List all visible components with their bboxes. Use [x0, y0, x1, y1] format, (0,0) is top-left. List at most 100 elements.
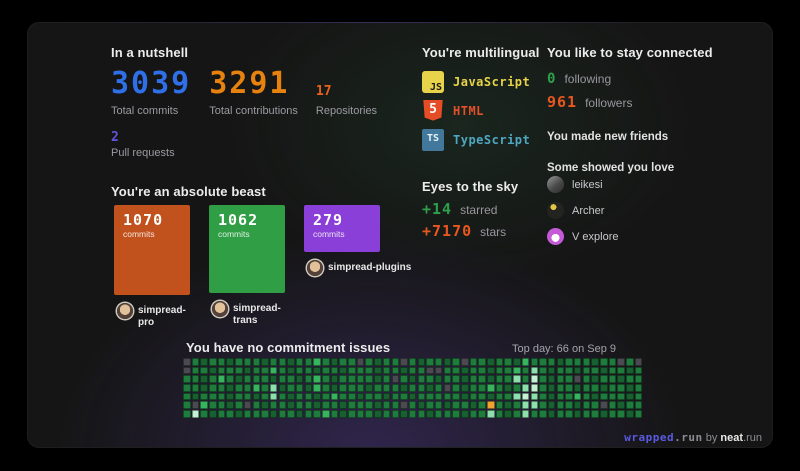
- wrapped-run-link[interactable]: wrapped: [624, 431, 675, 444]
- heatmap-cell: [226, 375, 234, 383]
- heatmap-cell: [278, 401, 287, 409]
- heatmap-cell: [565, 375, 573, 383]
- heatmap-cell: [547, 358, 556, 366]
- heatmap-top-day: Top day: 66 on Sep 9: [512, 343, 616, 355]
- heatmap-cell: [513, 392, 521, 401]
- heatmap-cell: [365, 366, 373, 375]
- repo-link-simpread-trans[interactable]: simpread-trans: [209, 301, 285, 327]
- friends-title: You made new friends: [547, 131, 669, 143]
- heatmap-cell: [591, 366, 599, 375]
- repo-bar-col: 279 commits simpread-plugins: [304, 205, 411, 276]
- heatmap-cell: [478, 410, 486, 418]
- language-row-html: 5 HTML: [422, 100, 484, 122]
- person-archer[interactable]: Archer: [547, 202, 604, 219]
- heatmap-cell: [209, 384, 217, 392]
- heatmap-cell: [547, 384, 556, 392]
- heatmap-cell: [348, 410, 356, 418]
- heatmap-cell: [487, 384, 495, 392]
- heatmap-cell: [478, 358, 486, 366]
- heatmap-cell: [348, 375, 356, 383]
- person-v-explore[interactable]: V explore: [547, 228, 618, 245]
- heatmap-cell: [504, 392, 512, 401]
- heatmap-cell: [322, 410, 330, 418]
- stars-label: stars: [480, 225, 507, 239]
- repo-bar-col: 1070 commits simpread-pro: [114, 205, 190, 329]
- heatmap-cell: [443, 358, 452, 366]
- heatmap-cell: [539, 375, 547, 383]
- heatmap-cell: [513, 375, 521, 383]
- heatmap-cell: [426, 358, 434, 366]
- heatmap-cell: [504, 366, 512, 375]
- heatmap-cell: [183, 375, 191, 383]
- repo-commits-value: 1062: [218, 211, 259, 229]
- heatmap-cell: [374, 366, 382, 375]
- heatmap-cell: [417, 358, 426, 366]
- heatmap-cell: [191, 392, 200, 401]
- heatmap-cell: [287, 366, 295, 375]
- nutshell-title: In a nutshell: [111, 45, 189, 60]
- heatmap-cell: [269, 358, 278, 366]
- repo-link-simpread-plugins[interactable]: simpread-plugins: [304, 260, 411, 276]
- heatmap-cell: [191, 410, 200, 418]
- heatmap-cell: [547, 410, 556, 418]
- heatmap-cell: [608, 392, 617, 401]
- heatmap-cell: [487, 401, 495, 409]
- person-leikesi[interactable]: leikesi: [547, 176, 603, 193]
- heatmap-cell: [600, 358, 608, 366]
- stars-stat: +7170 stars: [422, 222, 506, 240]
- heatmap-cell: [339, 410, 347, 418]
- heatmap-cell: [478, 401, 486, 409]
- repo-commits-value: 1070: [123, 211, 164, 229]
- heatmap-cell: [183, 410, 191, 418]
- heatmap-cell: [608, 375, 617, 383]
- heatmap-cell: [304, 375, 313, 383]
- heatmap-cell: [261, 366, 269, 375]
- heatmap-cell: [209, 401, 217, 409]
- heatmap-cell: [226, 358, 234, 366]
- heatmap-cell: [226, 366, 234, 375]
- heatmap-cell: [539, 410, 547, 418]
- beast-title: You're an absolute beast: [111, 184, 266, 199]
- heatmap-cell: [339, 375, 347, 383]
- heatmap-cell: [183, 384, 191, 392]
- heatmap-cell: [626, 392, 634, 401]
- heatmap-cell: [191, 358, 200, 366]
- heatmap-cell: [374, 392, 382, 401]
- heatmap-cell: [573, 366, 582, 375]
- repo-owner-avatar: [307, 260, 323, 276]
- heatmap-cell: [191, 401, 200, 409]
- heatmap-cell: [600, 375, 608, 383]
- heatmap-cell: [261, 384, 269, 392]
- repo-commits-unit: commits: [313, 229, 345, 239]
- heatmap-cell: [217, 375, 226, 383]
- heatmap-cell: [330, 366, 339, 375]
- heatmap-cell: [547, 392, 556, 401]
- heatmap-cell: [547, 375, 556, 383]
- heatmap-cell: [434, 392, 443, 401]
- heatmap-title: You have no commitment issues: [186, 340, 391, 355]
- heatmap-cell: [348, 384, 356, 392]
- neat-run-link[interactable]: neat: [720, 432, 744, 444]
- heatmap-cell: [217, 401, 226, 409]
- heatmap-cell: [374, 410, 382, 418]
- heatmap-cell: [426, 401, 434, 409]
- language-label: TypeScript: [453, 133, 531, 147]
- heatmap-cell: [200, 392, 208, 401]
- heatmap-cell: [356, 358, 365, 366]
- heatmap-cell: [356, 384, 365, 392]
- pull-requests-label: Pull requests: [111, 147, 175, 159]
- heatmap-cell: [530, 410, 538, 418]
- heatmap-cell: [287, 401, 295, 409]
- heatmap-cell: [608, 358, 617, 366]
- starred-stat: +14 starred: [422, 200, 497, 218]
- heatmap-cell: [322, 366, 330, 375]
- heatmap-cell: [565, 410, 573, 418]
- heatmap-cell: [217, 384, 226, 392]
- heatmap-cell: [278, 384, 287, 392]
- heatmap-cell: [278, 366, 287, 375]
- heatmap-cell: [417, 366, 426, 375]
- repo-link-simpread-pro[interactable]: simpread-pro: [114, 303, 190, 329]
- heatmap-cell: [183, 366, 191, 375]
- heatmap-cell: [556, 401, 565, 409]
- heatmap-cell: [582, 375, 591, 383]
